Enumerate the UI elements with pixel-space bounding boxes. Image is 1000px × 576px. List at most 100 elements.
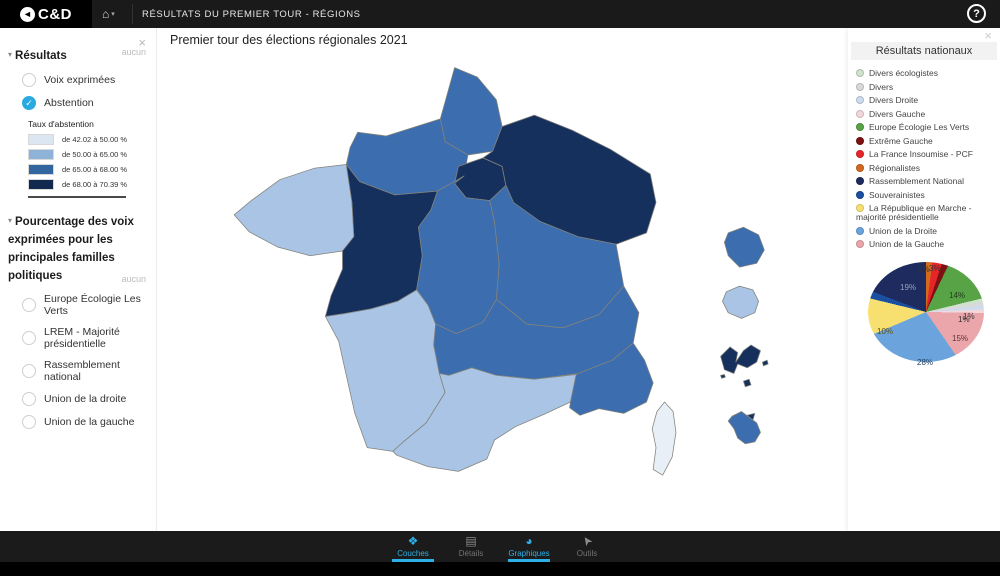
- layers-icon: ❖: [407, 534, 419, 548]
- collapse-icon: ▾: [8, 50, 13, 59]
- radio-checked-icon[interactable]: ✓: [22, 96, 36, 110]
- option-lrem-majorit-pr-sidentielle[interactable]: LREM - Majorité présidentielle: [22, 326, 156, 350]
- home-button[interactable]: ⌂ ▾: [102, 0, 115, 28]
- option-label: LREM - Majorité présidentielle: [44, 326, 120, 350]
- tab-label: Détails: [458, 549, 484, 558]
- families-section-header[interactable]: ▾ Pourcentage des voix exprimées pour les…: [0, 212, 156, 284]
- party-legend-item: Divers: [856, 82, 994, 92]
- chevron-down-icon: ▾: [111, 11, 115, 18]
- region-grand-est[interactable]: [482, 114, 657, 245]
- legend-label: de 68.00 à 70.39 %: [62, 180, 128, 189]
- radio-icon[interactable]: [22, 298, 36, 312]
- pie-slice-label: 28%: [917, 358, 934, 367]
- app-logo[interactable]: ◄ C&D: [0, 0, 92, 28]
- page-title: RÉSULTATS DU PREMIER TOUR - RÉGIONS: [142, 8, 361, 20]
- region-hauts-de-france[interactable]: [439, 67, 503, 156]
- party-color-dot: [856, 96, 864, 104]
- national-results-panel: × Résultats nationaux Divers écologistes…: [848, 28, 1000, 531]
- logo-text: C&D: [38, 5, 72, 23]
- option-union-de-la-droite[interactable]: Union de la droite: [22, 392, 156, 406]
- region-corse[interactable]: [651, 401, 677, 476]
- region-guadeloupe[interactable]: [720, 344, 761, 374]
- legend-divider: [28, 196, 126, 198]
- families-options: Europe Écologie Les Verts LREM - Majorité…: [0, 293, 156, 429]
- party-color-dot: [856, 123, 864, 131]
- option-union-de-la-gauche[interactable]: Union de la gauche: [22, 415, 156, 429]
- section-title: Résultats: [15, 50, 67, 62]
- radio-icon[interactable]: [22, 392, 36, 406]
- france-choropleth-map[interactable]: [160, 55, 860, 535]
- option-europe-cologie-les-verts[interactable]: Europe Écologie Les Verts: [22, 293, 156, 317]
- radio-icon[interactable]: [22, 73, 36, 87]
- option-rassemblement-national[interactable]: Rassemblement national: [22, 359, 156, 383]
- close-icon[interactable]: ×: [984, 28, 992, 43]
- topbar-divider: [132, 4, 133, 24]
- region-islet-1[interactable]: [762, 359, 769, 367]
- tab-d-tails[interactable]: ▤ Détails: [448, 531, 494, 562]
- pie-slice-label: 1%: [963, 312, 975, 321]
- party-color-dot: [856, 109, 864, 118]
- option-voix-exprim-es[interactable]: Voix exprimées: [22, 73, 156, 87]
- legend-swatch: [28, 179, 54, 190]
- tab-couches[interactable]: ❖ Couches: [390, 531, 436, 562]
- party-legend-item: Rassemblement National: [856, 177, 994, 186]
- legend-row: de 65.00 à 68.00 %: [28, 164, 156, 175]
- help-button[interactable]: ?: [967, 4, 986, 23]
- tab-outils[interactable]: ➤ Outils: [564, 531, 610, 562]
- option-label: Union de la gauche: [44, 416, 135, 428]
- party-legend-item: Extrême Gauche: [856, 136, 994, 146]
- tab-graphiques[interactable]: ◕ Graphiques: [506, 531, 552, 562]
- party-legend-item: Régionalistes: [856, 163, 994, 173]
- results-options: Voix exprimées ✓ Abstention: [0, 73, 156, 110]
- pie-slice-label: 14%: [949, 291, 966, 300]
- party-color-dot: [856, 240, 864, 248]
- option-abstention[interactable]: ✓ Abstention: [22, 96, 156, 110]
- tab-label: Outils: [576, 549, 598, 558]
- legend-label: de 65.00 à 68.00 %: [62, 165, 128, 174]
- letterbox-strip: [0, 562, 1000, 576]
- abstention-legend: Taux d'abstention de 42.02 à 50.00 % de 5…: [28, 119, 156, 198]
- region-la-reunion[interactable]: [722, 285, 759, 319]
- party-legend-item: La France Insoumise - PCF: [856, 150, 994, 159]
- region-martinique[interactable]: [727, 411, 761, 445]
- legend-swatch: [28, 149, 54, 160]
- party-legend-item: Divers écologistes: [856, 69, 994, 78]
- pie-slice-label: 3%: [929, 264, 941, 273]
- legend-row: de 68.00 à 70.39 %: [28, 179, 156, 190]
- region-guyane[interactable]: [724, 226, 765, 268]
- radio-icon[interactable]: [22, 364, 36, 378]
- party-color-dot: [856, 190, 864, 199]
- results-section-header[interactable]: ▾ Résultats aucun: [0, 46, 156, 64]
- pie-slice-label: 2%: [918, 265, 930, 274]
- radio-icon[interactable]: [22, 415, 36, 429]
- region-bretagne[interactable]: [233, 164, 355, 257]
- party-color-dot: [856, 82, 864, 91]
- party-color-dot: [856, 69, 864, 77]
- tab-label: Couches: [397, 549, 429, 558]
- national-results-pie-chart[interactable]: [868, 262, 984, 362]
- option-label: Rassemblement national: [44, 359, 120, 383]
- party-legend: Divers écologistes Divers Divers Droite Div…: [856, 69, 994, 249]
- party-legend-item: Divers Gauche: [856, 109, 994, 119]
- details-icon: ▤: [465, 534, 477, 548]
- section-title: Pourcentage des voix exprimées pour les …: [8, 216, 134, 282]
- region-islet-2[interactable]: [743, 378, 752, 388]
- region-martinique-nord[interactable]: [746, 413, 756, 421]
- legend-label: de 50.00 à 65.00 %: [62, 150, 128, 159]
- party-legend-item: Divers Droite: [856, 96, 994, 105]
- region-occitanie[interactable]: [392, 367, 577, 472]
- party-color-dot: [856, 204, 864, 212]
- map-canvas[interactable]: Premier tour des élections régionales 20…: [158, 28, 848, 531]
- collapse-icon: ▾: [8, 216, 13, 225]
- radio-icon[interactable]: [22, 331, 36, 345]
- active-tab-underline: [392, 559, 434, 562]
- layers-panel: × ▾ Résultats aucun Voix exprimées ✓ Absten…: [0, 28, 157, 531]
- region-islet-3[interactable]: [720, 374, 726, 379]
- region-provence-alpes-cote-d-azur[interactable]: [569, 342, 654, 416]
- legend-row: de 50.00 à 65.00 %: [28, 149, 156, 160]
- close-icon[interactable]: ×: [138, 35, 146, 50]
- option-label: Europe Écologie Les Verts: [44, 293, 141, 317]
- section-badge: aucun: [121, 47, 146, 57]
- party-legend-item: La République en Marche - majorité prési…: [856, 203, 972, 222]
- legend-title: Taux d'abstention: [28, 119, 94, 129]
